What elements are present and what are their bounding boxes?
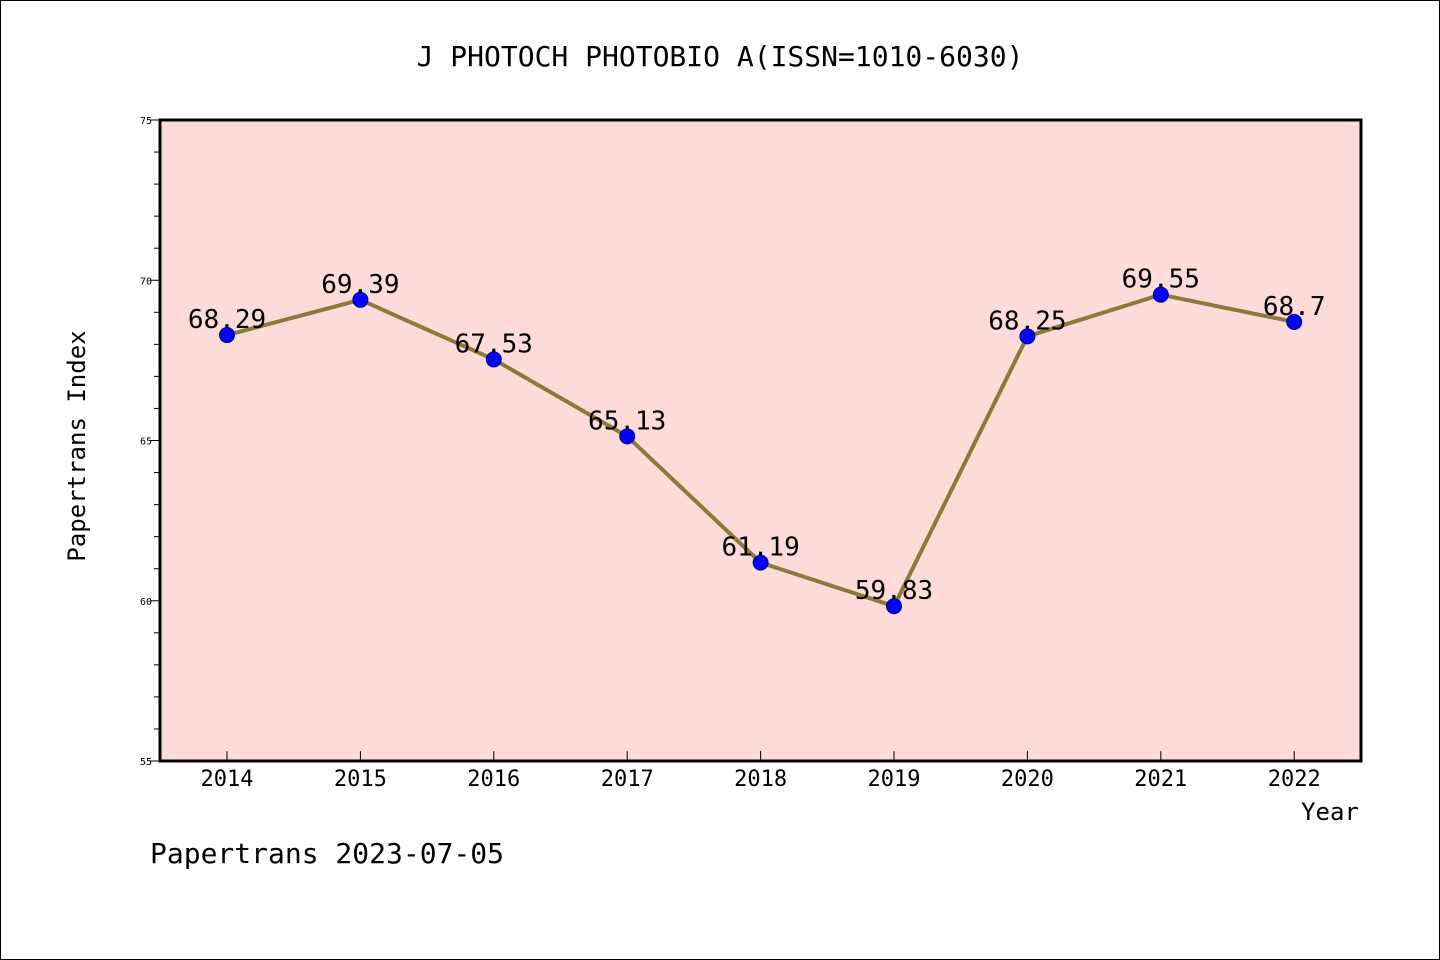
data-label: 65.13 — [588, 406, 666, 436]
x-tick-label: 2015 — [334, 767, 387, 792]
data-point — [1152, 286, 1169, 303]
y-axis: 55 60 65 70 75 — [140, 116, 160, 768]
x-tick-label: 2017 — [601, 767, 654, 792]
y-tick-label: 75 — [140, 116, 152, 127]
data-labels: 68.29 69.39 67.53 65.13 61.19 59.83 68.25 69.55… — [188, 265, 1326, 607]
x-tick-label: 2014 — [201, 767, 254, 792]
x-tick-label: 2020 — [1001, 767, 1054, 792]
series-markers — [219, 286, 1303, 615]
data-point — [619, 428, 636, 445]
y-tick-label: 65 — [140, 437, 152, 448]
data-label: 68.7 — [1263, 292, 1326, 322]
data-point — [485, 351, 502, 368]
x-axis: 2014 2015 2016 2017 2018 2019 2020 2021 2022 — [201, 751, 1321, 792]
data-label: 69.55 — [1122, 265, 1200, 295]
data-label: 69.39 — [321, 270, 399, 300]
data-label: 67.53 — [455, 329, 533, 359]
data-label: 68.29 — [188, 305, 266, 335]
plot-border — [158, 118, 1363, 763]
data-label: 68.25 — [988, 306, 1066, 336]
data-point — [752, 554, 769, 571]
data-point — [1019, 328, 1036, 345]
y-tick-label: 70 — [140, 276, 152, 287]
x-tick-label: 2022 — [1268, 767, 1321, 792]
data-point — [219, 327, 235, 344]
x-tick-label: 2021 — [1134, 767, 1187, 792]
y-axis-label: Papertrans Index — [63, 330, 91, 561]
x-tick-label: 2016 — [467, 767, 520, 792]
plot-area — [160, 120, 1361, 761]
data-point — [352, 291, 369, 308]
y-tick-label: 60 — [140, 597, 152, 608]
footer-text: Papertrans 2023-07-05 — [150, 837, 504, 870]
x-axis-label: Year — [1301, 798, 1359, 826]
data-point — [1286, 313, 1303, 330]
data-label: 59.83 — [855, 576, 933, 606]
data-point — [886, 598, 902, 615]
x-tick-label: 2018 — [734, 767, 787, 792]
data-label: 61.19 — [721, 533, 799, 563]
chart-title: J PHOTOCH PHOTOBIO A(ISSN=1010-6030) — [417, 40, 1024, 73]
y-tick-label: 55 — [140, 757, 152, 768]
x-tick-label: 2019 — [868, 767, 921, 792]
